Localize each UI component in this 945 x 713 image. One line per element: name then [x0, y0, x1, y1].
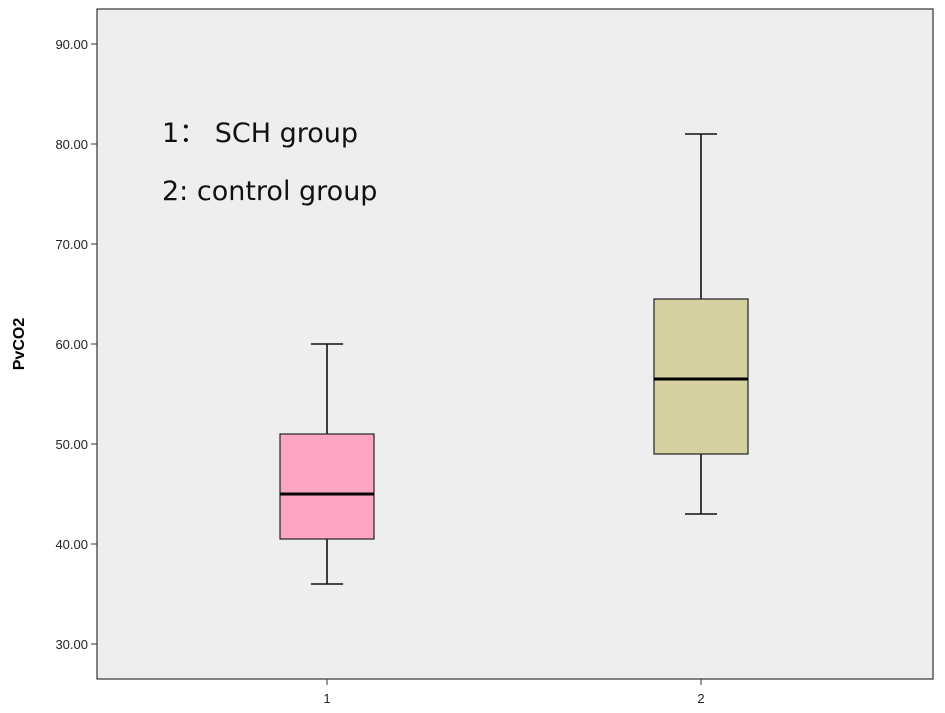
iqr-box: [653, 298, 749, 455]
x-tick-label: 1: [323, 691, 330, 706]
box-group-2: [653, 133, 749, 515]
legend-annotation-2: 2: control group: [162, 176, 377, 207]
legend-annotation-1: 1： SCH group: [162, 118, 358, 149]
y-tick-label: 40.00: [55, 537, 88, 552]
y-axis-label: PvCO2: [11, 318, 28, 371]
y-tick-label: 90.00: [55, 37, 88, 52]
y-tick-label: 30.00: [55, 637, 88, 652]
y-axis: 30.00 40.00 50.00 60.00 70.00 80.00 90.00: [55, 37, 97, 652]
box-group-1: [279, 343, 375, 585]
y-tick-label: 50.00: [55, 437, 88, 452]
x-tick-label: 2: [697, 691, 704, 706]
y-tick-label: 80.00: [55, 137, 88, 152]
plot-area: [96, 8, 934, 680]
y-tick-label: 70.00: [55, 237, 88, 252]
y-tick-label: 60.00: [55, 337, 88, 352]
boxes-group: [279, 133, 749, 585]
iqr-box: [279, 433, 375, 540]
